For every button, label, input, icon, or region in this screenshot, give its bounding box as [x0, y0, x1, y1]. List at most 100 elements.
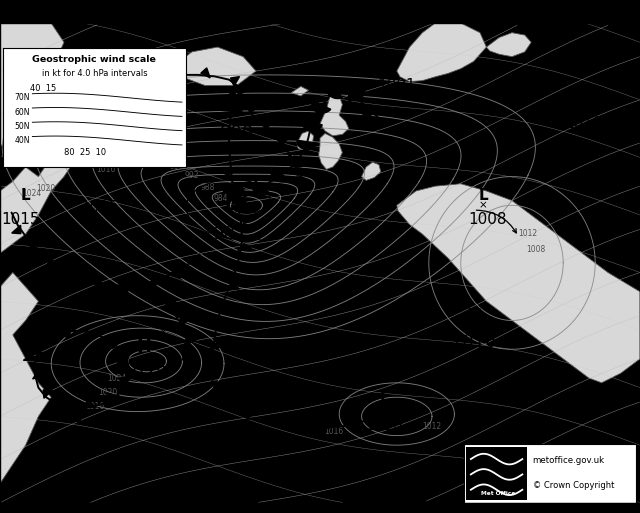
Polygon shape: [397, 23, 486, 82]
Polygon shape: [209, 362, 221, 369]
Polygon shape: [297, 140, 317, 149]
Text: 1020: 1020: [98, 388, 117, 397]
Polygon shape: [263, 122, 272, 131]
Polygon shape: [118, 378, 132, 384]
Text: L: L: [478, 188, 488, 203]
Text: 1018: 1018: [564, 116, 603, 131]
Polygon shape: [167, 302, 176, 310]
Polygon shape: [249, 106, 259, 114]
Polygon shape: [106, 393, 120, 400]
Polygon shape: [69, 269, 77, 280]
Text: © Crown Copyright: © Crown Copyright: [532, 481, 614, 489]
Polygon shape: [220, 144, 239, 152]
Text: H: H: [575, 91, 590, 109]
Polygon shape: [189, 257, 202, 264]
Polygon shape: [120, 284, 130, 293]
Polygon shape: [184, 337, 196, 345]
Polygon shape: [291, 86, 308, 96]
Text: 1016: 1016: [324, 427, 344, 436]
Polygon shape: [241, 410, 249, 420]
Text: 1000: 1000: [154, 155, 173, 164]
Polygon shape: [117, 357, 129, 365]
Polygon shape: [0, 272, 51, 503]
Polygon shape: [43, 390, 52, 398]
Polygon shape: [363, 106, 380, 119]
Polygon shape: [362, 162, 381, 181]
Polygon shape: [232, 192, 248, 206]
Polygon shape: [236, 203, 248, 211]
Polygon shape: [33, 371, 45, 379]
Text: H: H: [466, 307, 481, 325]
Text: 1008: 1008: [527, 245, 546, 254]
Text: ×: ×: [388, 402, 397, 412]
Polygon shape: [0, 148, 77, 253]
Text: 1028: 1028: [121, 364, 167, 382]
Polygon shape: [225, 88, 239, 95]
Polygon shape: [60, 331, 70, 339]
Text: 1012: 1012: [111, 160, 130, 169]
Text: 999: 999: [220, 125, 254, 143]
Polygon shape: [213, 382, 224, 390]
Polygon shape: [293, 156, 303, 164]
Polygon shape: [60, 399, 68, 409]
Polygon shape: [173, 47, 256, 86]
Text: 982: 982: [213, 225, 248, 243]
Text: 1016: 1016: [451, 333, 496, 351]
Text: in kt for 4.0 hPa intervals: in kt for 4.0 hPa intervals: [42, 69, 147, 78]
Text: 1015: 1015: [80, 200, 118, 215]
Text: 1015: 1015: [1, 212, 40, 227]
Text: ×: ×: [159, 327, 168, 338]
Polygon shape: [295, 176, 308, 184]
Polygon shape: [23, 355, 37, 361]
Polygon shape: [12, 225, 21, 233]
Polygon shape: [238, 244, 252, 251]
Polygon shape: [237, 87, 249, 95]
Polygon shape: [224, 399, 233, 408]
Polygon shape: [219, 128, 232, 135]
Text: 1024: 1024: [107, 373, 126, 383]
Polygon shape: [233, 264, 246, 270]
Text: ×: ×: [42, 284, 51, 294]
Polygon shape: [46, 258, 55, 267]
Text: 1002: 1002: [53, 435, 98, 453]
Polygon shape: [180, 319, 189, 327]
Polygon shape: [0, 23, 64, 157]
Polygon shape: [145, 282, 157, 289]
Polygon shape: [319, 419, 329, 429]
Text: L: L: [372, 54, 383, 69]
Polygon shape: [106, 340, 115, 349]
Polygon shape: [213, 322, 227, 329]
Polygon shape: [143, 74, 154, 82]
Text: 1016: 1016: [85, 402, 104, 411]
Text: 1010: 1010: [365, 418, 403, 432]
Text: Met Office: Met Office: [481, 491, 515, 496]
Polygon shape: [33, 352, 47, 359]
Polygon shape: [223, 184, 244, 193]
Text: L: L: [90, 176, 100, 191]
Polygon shape: [319, 133, 342, 169]
Text: Forecast chart (T+24) valid 18 UTC T+Z 04 JUN 2024: Forecast chart (T+24) valid 18 UTC T+Z 0…: [6, 8, 247, 17]
Text: Geostrophic wind scale: Geostrophic wind scale: [33, 55, 156, 64]
Text: 1020: 1020: [36, 184, 56, 193]
Polygon shape: [328, 84, 342, 98]
Text: L: L: [379, 392, 389, 407]
Polygon shape: [297, 131, 314, 150]
FancyArrowPatch shape: [476, 210, 516, 233]
Polygon shape: [221, 104, 242, 112]
Text: ×: ×: [474, 325, 483, 335]
Polygon shape: [252, 181, 269, 194]
Text: L: L: [70, 408, 81, 426]
Text: L: L: [20, 188, 31, 203]
Polygon shape: [95, 279, 102, 289]
Text: 988: 988: [201, 183, 215, 192]
Polygon shape: [87, 330, 95, 341]
Text: 70N: 70N: [14, 93, 29, 103]
Text: 1016: 1016: [96, 165, 115, 174]
Polygon shape: [172, 68, 182, 77]
Text: 996: 996: [170, 162, 184, 170]
Text: 984: 984: [214, 194, 228, 203]
Text: 40  15: 40 15: [30, 84, 56, 93]
Polygon shape: [486, 33, 531, 56]
Polygon shape: [27, 242, 36, 251]
Polygon shape: [279, 138, 289, 147]
